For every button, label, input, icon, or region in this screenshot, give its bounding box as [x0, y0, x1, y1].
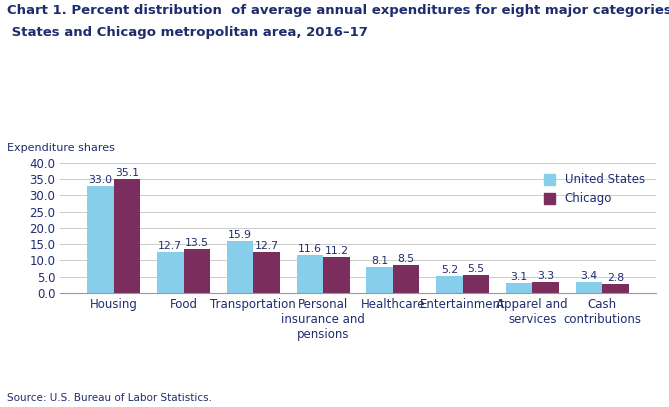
Bar: [114, 179, 140, 293]
Text: 13.5: 13.5: [185, 238, 209, 248]
Text: States and Chicago metropolitan area, 2016–17: States and Chicago metropolitan area, 20…: [7, 26, 367, 39]
Text: 3.1: 3.1: [510, 272, 528, 282]
Text: 33.0: 33.0: [88, 175, 112, 185]
Bar: [393, 265, 419, 293]
Bar: [367, 267, 393, 293]
Text: 8.5: 8.5: [397, 254, 415, 265]
Text: 5.2: 5.2: [441, 265, 458, 275]
Bar: [533, 282, 559, 293]
Text: 12.7: 12.7: [254, 241, 278, 251]
Text: 11.2: 11.2: [324, 245, 349, 256]
Bar: [323, 256, 349, 293]
Text: Chart 1. Percent distribution  of average annual expenditures for eight major ca: Chart 1. Percent distribution of average…: [7, 4, 669, 17]
Text: Source: U.S. Bureau of Labor Statistics.: Source: U.S. Bureau of Labor Statistics.: [7, 393, 211, 403]
Legend: United States, Chicago: United States, Chicago: [539, 169, 650, 210]
Text: 12.7: 12.7: [159, 241, 182, 251]
Bar: [157, 252, 183, 293]
Bar: [506, 283, 533, 293]
Bar: [296, 255, 323, 293]
Text: 2.8: 2.8: [607, 273, 624, 283]
Text: 11.6: 11.6: [298, 244, 322, 254]
Bar: [436, 276, 462, 293]
Text: 8.1: 8.1: [371, 256, 388, 266]
Text: 35.1: 35.1: [115, 168, 139, 178]
Bar: [602, 284, 629, 293]
Bar: [575, 282, 602, 293]
Bar: [87, 186, 114, 293]
Text: Expenditure shares: Expenditure shares: [7, 142, 114, 153]
Bar: [227, 241, 254, 293]
Bar: [462, 275, 489, 293]
Text: 5.5: 5.5: [467, 264, 484, 274]
Bar: [254, 252, 280, 293]
Text: 15.9: 15.9: [228, 230, 252, 240]
Text: 3.4: 3.4: [580, 271, 597, 281]
Text: 3.3: 3.3: [537, 271, 554, 281]
Bar: [183, 249, 210, 293]
